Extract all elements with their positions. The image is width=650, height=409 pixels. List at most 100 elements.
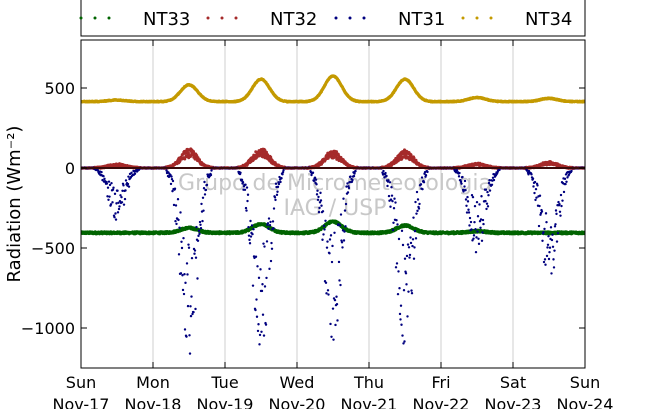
point — [251, 232, 254, 236]
point — [265, 240, 269, 243]
point — [543, 227, 546, 231]
point — [323, 228, 326, 231]
point — [386, 184, 389, 188]
point — [467, 208, 470, 211]
point — [466, 195, 469, 199]
point — [390, 194, 394, 197]
point — [190, 295, 193, 298]
point — [192, 310, 195, 314]
point — [472, 234, 476, 237]
point — [201, 219, 204, 223]
legend-label-nt31: NT31 — [398, 9, 445, 30]
point — [480, 195, 483, 198]
point — [410, 292, 414, 295]
point — [411, 244, 414, 248]
point — [398, 287, 401, 290]
point — [248, 238, 251, 242]
point — [254, 255, 258, 258]
point — [464, 198, 468, 201]
point — [114, 218, 118, 221]
point — [544, 212, 548, 215]
point — [273, 196, 277, 199]
legend-marker-nt31 — [362, 16, 366, 20]
point — [184, 281, 187, 285]
point — [404, 272, 408, 275]
point — [352, 174, 356, 178]
legend-marker-nt33 — [107, 16, 111, 20]
point — [107, 198, 110, 201]
point — [116, 211, 120, 214]
point — [189, 314, 193, 318]
point — [416, 198, 420, 201]
point — [127, 185, 131, 188]
point — [476, 215, 480, 218]
point — [478, 203, 481, 206]
point — [196, 277, 199, 280]
point — [486, 190, 489, 194]
point — [351, 178, 354, 182]
point — [318, 206, 321, 210]
point — [123, 197, 127, 201]
point — [269, 220, 272, 224]
point — [415, 212, 418, 215]
point — [244, 206, 248, 210]
point — [545, 220, 548, 224]
point — [182, 292, 186, 296]
point — [187, 246, 191, 249]
point — [546, 246, 549, 249]
point — [113, 192, 117, 196]
point — [538, 204, 541, 208]
point — [475, 200, 479, 204]
point — [415, 190, 419, 194]
point — [409, 236, 412, 239]
point — [193, 252, 196, 255]
point — [344, 225, 347, 228]
point — [203, 193, 207, 196]
point — [394, 266, 398, 269]
point — [182, 236, 185, 240]
point — [256, 329, 260, 333]
point — [333, 231, 336, 235]
point — [389, 205, 392, 208]
point — [477, 237, 480, 240]
point — [408, 256, 411, 259]
point — [245, 186, 249, 189]
point — [391, 199, 394, 203]
point — [426, 170, 429, 174]
point — [274, 182, 278, 185]
point — [324, 219, 327, 222]
point — [339, 213, 343, 216]
point — [330, 335, 333, 338]
point — [268, 267, 271, 271]
point — [328, 238, 332, 241]
point — [326, 289, 330, 292]
point — [405, 283, 408, 286]
point — [322, 233, 325, 236]
point — [275, 193, 279, 197]
point — [391, 228, 395, 232]
legend-box — [80, 0, 586, 37]
point — [339, 283, 342, 287]
point — [272, 227, 275, 230]
point — [195, 225, 198, 229]
point — [256, 265, 259, 268]
point — [188, 352, 192, 355]
point — [105, 182, 109, 185]
point — [110, 181, 113, 185]
point — [401, 243, 405, 247]
point — [481, 231, 484, 234]
point — [479, 218, 483, 221]
point — [547, 235, 550, 238]
series-nt33 — [81, 219, 585, 236]
point — [112, 186, 115, 189]
point — [413, 246, 416, 249]
point — [179, 272, 183, 275]
point — [257, 276, 261, 280]
point — [482, 222, 485, 226]
point — [401, 334, 404, 337]
point — [346, 182, 349, 185]
point — [186, 273, 189, 276]
point — [416, 209, 419, 213]
point — [492, 178, 496, 182]
point — [534, 198, 537, 202]
